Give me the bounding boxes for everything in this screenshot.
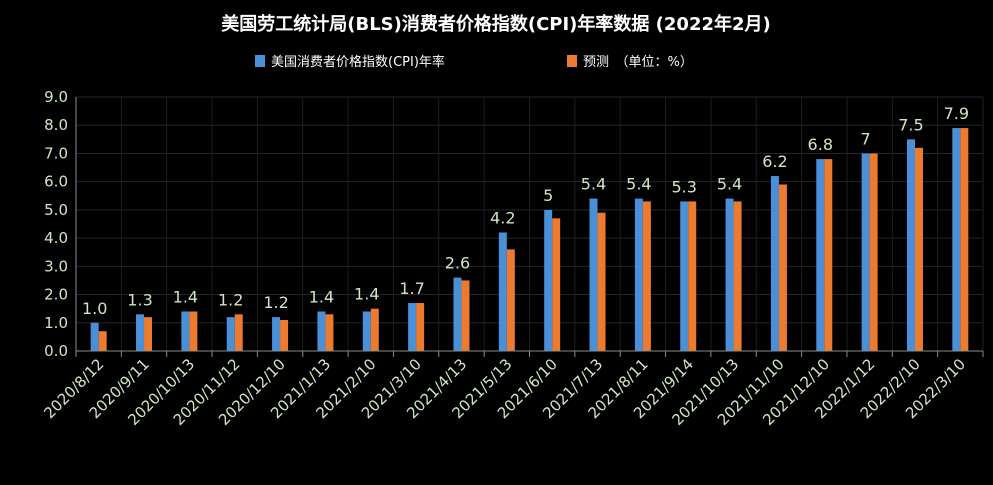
y-tick-label: 4.0 (44, 229, 68, 247)
legend-swatch-cpi (255, 55, 265, 67)
bar-forecast (280, 319, 289, 351)
bar-forecast (960, 128, 969, 351)
data-label: 1.3 (127, 290, 152, 309)
legend-label-cpi: 美国消费者价格指数(CPI)年率 (271, 54, 445, 70)
bar-cpi (498, 232, 507, 351)
y-tick-label: 9.0 (44, 88, 68, 106)
bar-forecast (98, 331, 107, 351)
data-label: 1.2 (218, 290, 243, 309)
bar-cpi (634, 198, 643, 351)
bar-cpi (952, 128, 961, 351)
bar-forecast (642, 201, 651, 351)
y-tick-label: 6.0 (44, 173, 68, 191)
bar-forecast (370, 308, 379, 351)
bar-forecast (733, 201, 742, 351)
y-tick-label: 0.0 (44, 342, 68, 360)
data-label: 1.4 (354, 285, 379, 304)
data-label: 1.0 (82, 299, 107, 318)
bar-forecast (914, 147, 923, 351)
data-label: 5 (543, 186, 553, 205)
bar-forecast (506, 249, 515, 351)
bar-cpi (453, 277, 462, 351)
bars (90, 128, 969, 351)
y-tick-label: 3.0 (44, 257, 68, 275)
y-tick-label: 8.0 (44, 116, 68, 134)
data-label: 2.6 (445, 254, 470, 273)
bar-forecast (461, 280, 470, 351)
bar-cpi (317, 311, 326, 351)
bar-forecast (869, 153, 878, 351)
bar-cpi (906, 139, 915, 351)
y-tick-label: 2.0 (44, 286, 68, 304)
data-label: 1.4 (309, 287, 334, 306)
legend-swatch-forecast (567, 55, 577, 67)
data-label: 5.4 (626, 175, 651, 194)
data-labels: 1.0 1.3 1.4 1.2 1.2 1.4 1.4 1.7 2.6 4.2 5 5.4 5.4 5.3… (82, 104, 969, 318)
bar-cpi (589, 198, 598, 351)
bar-forecast (189, 311, 198, 351)
bar-cpi (136, 314, 145, 351)
bar-cpi (408, 303, 417, 351)
bar-cpi (181, 311, 190, 351)
data-label: 1.2 (263, 293, 288, 312)
bar-forecast (688, 201, 697, 351)
data-label: 6.8 (808, 135, 833, 154)
legend-label-forecast: 预测 （单位：%） (583, 55, 693, 70)
data-label: 5.3 (671, 177, 696, 196)
chart-title: 美国劳工统计局(BLS)消费者价格指数(CPI)年率数据 (2022年2月) (221, 13, 771, 35)
data-label: 1.7 (399, 279, 424, 298)
bar-cpi (770, 176, 779, 351)
y-tick-label: 7.0 (44, 144, 68, 162)
bar-cpi (725, 198, 734, 351)
bar-forecast (416, 303, 425, 351)
bar-cpi (362, 311, 371, 351)
data-label: 7 (861, 129, 871, 148)
bar-forecast (824, 159, 833, 351)
data-label: 1.4 (173, 287, 198, 306)
y-tick-label: 5.0 (44, 201, 68, 219)
data-label: 6.2 (762, 152, 787, 171)
bar-forecast (778, 184, 787, 351)
bar-forecast (597, 212, 606, 351)
bar-forecast (144, 317, 153, 351)
bar-cpi (90, 322, 99, 351)
bar-forecast (325, 314, 334, 351)
data-label: 7.5 (898, 115, 923, 134)
bar-forecast (234, 314, 243, 351)
data-label: 5.4 (717, 175, 742, 194)
data-label: 7.9 (944, 104, 969, 123)
bar-cpi (680, 201, 689, 351)
data-label: 5.4 (581, 175, 606, 194)
data-label: 4.2 (490, 208, 515, 227)
bar-cpi (226, 317, 235, 351)
bar-cpi (816, 159, 825, 351)
legend: 美国消费者价格指数(CPI)年率 预测 （单位：%） (255, 54, 693, 70)
bar-cpi (861, 153, 870, 351)
y-tick-label: 1.0 (44, 314, 68, 332)
grid (75, 96, 984, 352)
bar-cpi (544, 209, 553, 351)
bar-cpi (272, 317, 281, 351)
bar-forecast (552, 218, 561, 351)
